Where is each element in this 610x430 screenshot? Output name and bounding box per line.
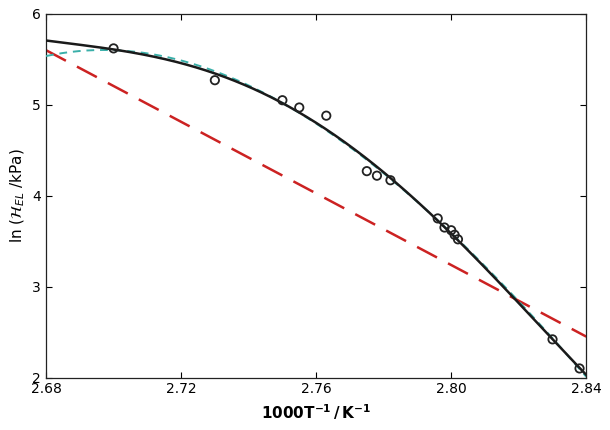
- Point: [450, 231, 459, 238]
- Point: [295, 104, 304, 111]
- Point: [210, 77, 220, 84]
- Point: [372, 172, 382, 179]
- Point: [440, 224, 450, 231]
- Point: [278, 97, 287, 104]
- Point: [109, 45, 118, 52]
- Point: [447, 227, 456, 233]
- Point: [386, 177, 395, 184]
- X-axis label: $\mathbf{1000T^{-1}\,/\,K^{-1}}$: $\mathbf{1000T^{-1}\,/\,K^{-1}}$: [261, 402, 371, 422]
- Point: [362, 168, 371, 175]
- Point: [548, 336, 558, 343]
- Point: [453, 236, 463, 243]
- Point: [321, 112, 331, 119]
- Point: [433, 215, 443, 222]
- Point: [575, 365, 584, 372]
- Y-axis label: ln ($\mathcal{H}_{EL}$ /kPa): ln ($\mathcal{H}_{EL}$ /kPa): [9, 148, 27, 243]
